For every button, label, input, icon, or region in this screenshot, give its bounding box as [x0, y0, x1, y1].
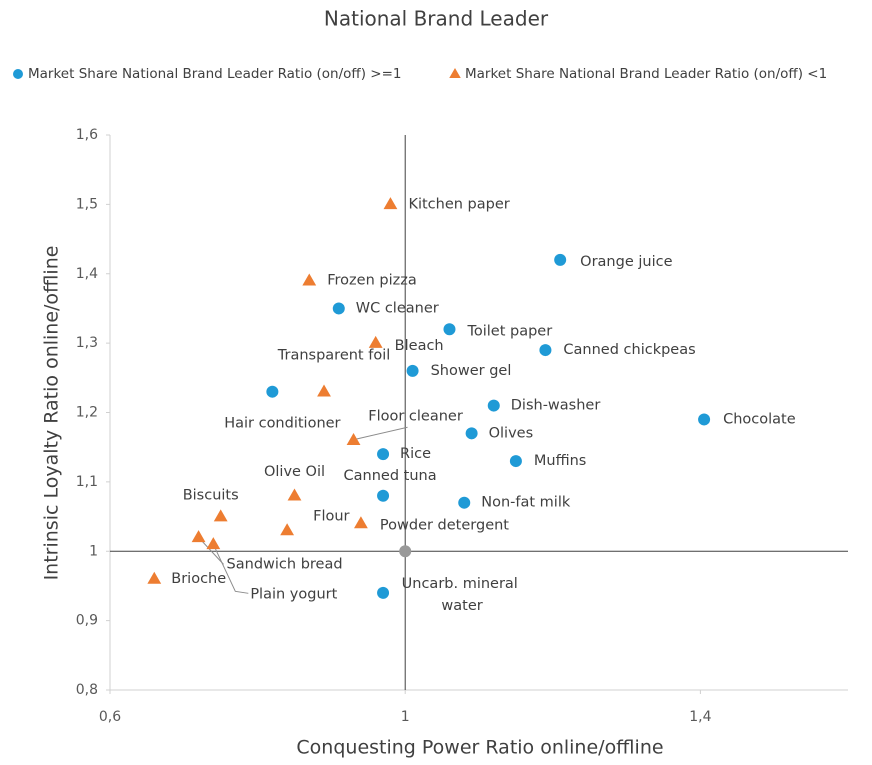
point-label: Shower gel: [431, 363, 512, 379]
legend-marker: [449, 68, 461, 78]
point-label: Rice: [400, 446, 431, 462]
point-label: Toilet paper: [466, 323, 552, 339]
point: [509, 455, 522, 468]
point: [354, 516, 368, 529]
point-label: Dish-washer: [511, 398, 601, 414]
point-label: Chocolate: [723, 411, 796, 427]
x-tick-label: 1: [401, 709, 410, 725]
point: [266, 385, 279, 398]
point-label: Bleach: [395, 338, 444, 354]
point: [213, 509, 228, 522]
point: [698, 413, 711, 426]
point: [377, 448, 390, 461]
point: [377, 586, 390, 599]
x-axis-label: Conquesting Power Ratio online/offline: [296, 737, 663, 759]
point: [191, 530, 206, 543]
leader-line: [355, 426, 408, 440]
point: [368, 335, 383, 348]
crosshair-point: [399, 545, 412, 558]
point: [346, 433, 361, 446]
legend-marker: [13, 69, 23, 79]
x-tick-label: 1,4: [689, 709, 711, 725]
point-label: Orange juice: [580, 254, 672, 270]
point: [377, 489, 390, 502]
point-label: Canned chickpeas: [563, 342, 695, 358]
point-label: Biscuits: [183, 488, 239, 504]
point-label: Flour: [313, 508, 349, 524]
point: [280, 523, 295, 536]
y-tick-label: 1,2: [76, 405, 98, 421]
point: [539, 344, 552, 357]
point-label: Sandwich bread: [227, 556, 343, 572]
point: [554, 253, 567, 266]
point-label: Brioche: [171, 571, 226, 587]
point: [287, 488, 302, 501]
point: [406, 364, 419, 377]
point-label: Kitchen paper: [408, 196, 509, 212]
point-label: Frozen pizza: [327, 273, 416, 289]
point-label: Uncarb. mineral water: [402, 576, 523, 614]
point: [458, 496, 471, 509]
point: [443, 323, 456, 336]
point: [317, 384, 331, 397]
y-tick-label: 1: [89, 543, 98, 559]
point-label: Hair conditioner: [224, 416, 340, 432]
x-tick-label: 0,6: [99, 709, 121, 725]
point-label: Powder detergent: [380, 518, 509, 534]
legend-label: Market Share National Brand Leader Ratio…: [28, 66, 402, 82]
point-label: Muffins: [534, 453, 586, 469]
point: [332, 302, 345, 315]
point-label: Plain yogurt: [250, 586, 337, 602]
y-tick-label: 0,9: [76, 613, 98, 629]
point: [302, 273, 317, 286]
point-label: Canned tuna: [344, 468, 437, 484]
point-label: WC cleaner: [356, 300, 439, 316]
legend-label: Market Share National Brand Leader Ratio…: [465, 66, 827, 82]
point-label: Olives: [489, 425, 534, 441]
leader-line: [212, 544, 249, 594]
y-tick-label: 0,8: [76, 682, 98, 698]
y-tick-label: 1,4: [76, 266, 98, 282]
point: [487, 399, 500, 412]
point-label: Transparent foil: [277, 348, 391, 364]
point: [465, 427, 478, 440]
point-label: Non-fat milk: [481, 495, 571, 511]
y-tick-label: 1,5: [76, 196, 98, 212]
point-label: Floor cleaner: [368, 408, 463, 424]
y-tick-label: 1,3: [76, 335, 98, 351]
y-axis-label: Intrinsic Loyalty Ratio online/offline: [41, 246, 63, 581]
y-tick-label: 1,1: [76, 474, 98, 490]
chart-title: National Brand Leader: [324, 7, 549, 31]
point: [206, 537, 221, 550]
y-tick-label: 1,6: [76, 127, 98, 143]
point: [147, 571, 162, 584]
point-label: Olive Oil: [264, 464, 325, 480]
point: [383, 197, 398, 210]
